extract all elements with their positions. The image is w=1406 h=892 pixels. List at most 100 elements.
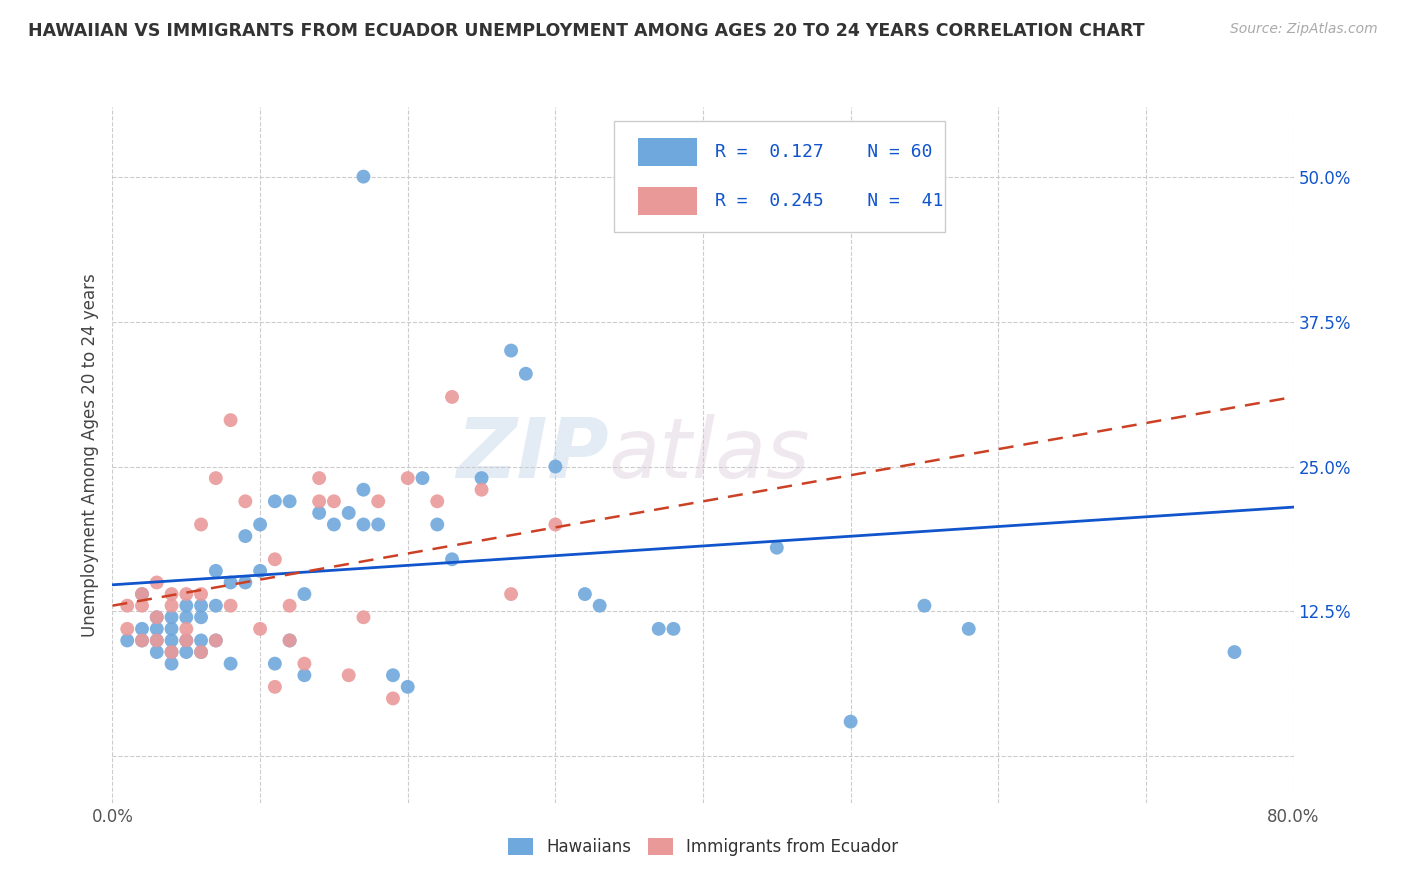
Point (426, 494, 449, 508)
Point (174, 610, 197, 624)
Point (264, 657, 287, 671)
Point (205, 471, 228, 485)
Point (662, 622, 685, 636)
Point (174, 633, 197, 648)
Point (233, 529, 256, 543)
Text: R =  0.245    N =  41: R = 0.245 N = 41 (714, 192, 943, 210)
Point (160, 610, 183, 624)
Point (160, 599, 183, 613)
Y-axis label: Unemployment Among Ages 20 to 24 years: Unemployment Among Ages 20 to 24 years (80, 273, 98, 637)
Point (382, 668, 405, 682)
Point (146, 645, 169, 659)
FancyBboxPatch shape (614, 121, 945, 232)
Point (146, 575, 169, 590)
Point (160, 657, 183, 671)
Point (501, 343, 523, 358)
Point (249, 564, 271, 578)
Point (308, 494, 330, 508)
Point (470, 483, 494, 497)
Point (219, 657, 242, 671)
Point (233, 494, 256, 508)
Point (174, 599, 197, 613)
Bar (638, 187, 697, 215)
Point (588, 599, 610, 613)
Point (131, 622, 153, 636)
Point (131, 633, 153, 648)
Point (839, 714, 862, 729)
Point (190, 517, 212, 532)
Point (190, 633, 212, 648)
Point (131, 599, 153, 613)
Point (515, 367, 537, 381)
Point (647, 622, 671, 636)
Point (233, 575, 256, 590)
Point (205, 633, 228, 648)
Point (190, 599, 212, 613)
Point (131, 587, 153, 601)
Text: atlas: atlas (609, 415, 810, 495)
Point (352, 517, 374, 532)
Point (308, 471, 330, 485)
Point (160, 645, 183, 659)
Point (190, 587, 212, 601)
Point (278, 633, 301, 648)
Point (219, 413, 242, 427)
Point (278, 599, 301, 613)
Point (205, 599, 228, 613)
Point (308, 506, 330, 520)
Point (190, 645, 212, 659)
Point (574, 587, 596, 601)
Point (117, 622, 138, 636)
Point (501, 587, 523, 601)
Point (219, 599, 242, 613)
Point (411, 471, 433, 485)
Point (544, 459, 567, 474)
Point (205, 633, 228, 648)
Point (190, 610, 212, 624)
Point (1223, 645, 1246, 659)
Point (367, 517, 389, 532)
Point (396, 680, 419, 694)
Point (337, 668, 360, 682)
Point (160, 633, 183, 648)
Point (249, 517, 271, 532)
Point (264, 680, 287, 694)
Point (131, 633, 153, 648)
Point (278, 494, 301, 508)
Point (219, 575, 242, 590)
Point (382, 691, 405, 706)
Point (146, 633, 169, 648)
Point (249, 622, 271, 636)
Point (146, 610, 169, 624)
Point (160, 622, 183, 636)
Point (323, 494, 346, 508)
Point (174, 633, 197, 648)
Point (396, 471, 419, 485)
Point (117, 633, 138, 648)
Point (470, 471, 494, 485)
Point (352, 483, 374, 497)
Text: R =  0.127    N = 60: R = 0.127 N = 60 (714, 144, 932, 161)
Legend: Hawaiians, Immigrants from Ecuador: Hawaiians, Immigrants from Ecuador (499, 830, 907, 864)
Point (117, 599, 138, 613)
Point (264, 494, 287, 508)
Point (146, 610, 169, 624)
Point (292, 657, 315, 671)
Point (352, 610, 374, 624)
Bar (638, 138, 697, 166)
Point (766, 541, 789, 555)
Point (292, 587, 315, 601)
Text: HAWAIIAN VS IMMIGRANTS FROM ECUADOR UNEMPLOYMENT AMONG AGES 20 TO 24 YEARS CORRE: HAWAIIAN VS IMMIGRANTS FROM ECUADOR UNEM… (28, 22, 1144, 40)
Point (205, 564, 228, 578)
Point (131, 587, 153, 601)
Point (160, 587, 183, 601)
Point (544, 517, 567, 532)
Point (323, 517, 346, 532)
Point (292, 668, 315, 682)
Point (174, 587, 197, 601)
Point (174, 622, 197, 636)
Point (174, 645, 197, 659)
Point (367, 494, 389, 508)
Text: ZIP: ZIP (456, 415, 609, 495)
Point (337, 506, 360, 520)
